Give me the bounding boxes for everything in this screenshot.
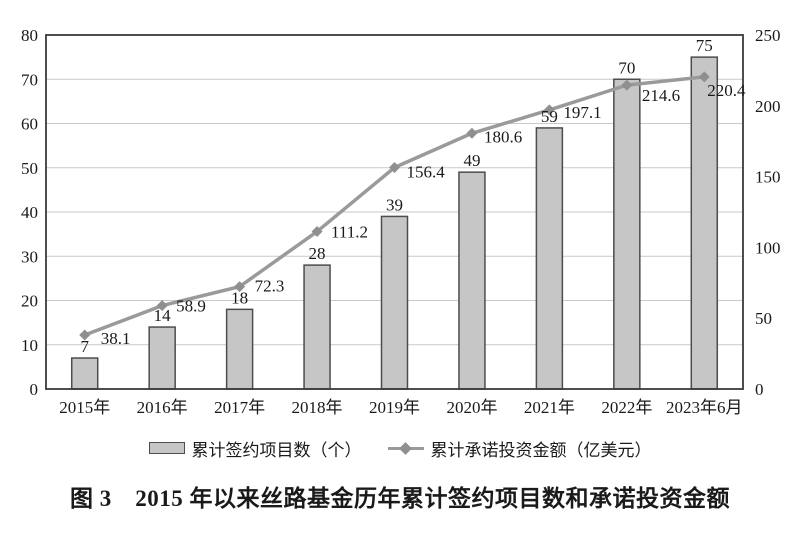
left-axis-tick-label: 30	[21, 247, 38, 266]
left-axis-tick-label: 10	[21, 336, 38, 355]
bar	[303, 264, 331, 390]
bar	[690, 56, 719, 390]
x-category-label: 2019年	[369, 398, 420, 417]
diamond-marker-icon	[466, 127, 478, 139]
figure-caption: 图 3 2015 年以来丝路基金历年累计签约项目数和承诺投资金额	[70, 486, 730, 511]
diamond-marker-icon	[79, 329, 91, 341]
line-value-label: 156.4	[407, 163, 446, 182]
x-category-label: 2023年6月	[666, 398, 743, 417]
bar-swatch-icon	[148, 442, 185, 454]
bar-value-label: 7	[80, 337, 89, 356]
line-value-label: 58.9	[176, 297, 206, 316]
x-category-label: 2018年	[292, 398, 343, 417]
left-axis-tick-label: 60	[21, 115, 38, 134]
right-axis-tick-label: 0	[755, 380, 764, 399]
diamond-marker-icon	[389, 162, 400, 174]
diamond-marker-icon	[698, 71, 710, 83]
legend-item-projects: 累计签约项目数（个）	[148, 436, 362, 461]
bar-value-label: 49	[463, 151, 480, 170]
bar-value-label: 28	[309, 244, 326, 263]
legend-label-projects: 累计签约项目数（个）	[191, 440, 362, 460]
plot-frame	[45, 34, 744, 390]
x-category-label: 2020年	[446, 398, 497, 417]
x-category-label: 2021年	[524, 398, 575, 417]
left-axis-tick-label: 0	[30, 380, 39, 399]
bar	[458, 171, 486, 390]
legend: 累计签约项目数（个） 累计承诺投资金额（亿美元）	[0, 432, 800, 464]
legend-label-investment: 累计承诺投资金额（亿美元）	[430, 440, 652, 460]
left-axis-tick-label: 70	[21, 70, 38, 89]
line-value-label: 197.1	[563, 103, 601, 122]
diamond-marker-icon	[621, 79, 633, 91]
legend-item-investment: 累计承诺投资金额（亿美元）	[387, 436, 652, 461]
bar-value-label: 39	[386, 195, 403, 214]
bar-value-label: 18	[231, 288, 248, 307]
line-value-label: 220.4	[707, 81, 746, 100]
line-value-label: 214.6	[642, 86, 680, 105]
diamond-marker-icon	[543, 104, 555, 116]
right-axis-tick-label: 150	[755, 168, 781, 187]
left-axis-tick-label: 50	[21, 159, 38, 178]
bar-value-label: 59	[541, 107, 558, 126]
chart-svg: 0 10 20 30 40 50 60 70 80 0 50 100 150 200 250 2015年 201…	[21, 26, 781, 417]
diamond-marker-icon	[156, 300, 168, 312]
line-value-label: 111.2	[331, 223, 368, 242]
bar-value-label: 14	[154, 306, 172, 325]
x-category-label: 2016年	[137, 398, 188, 417]
bar	[70, 357, 99, 390]
left-axis-tick-label: 20	[21, 292, 38, 311]
right-axis-tick-label: 250	[755, 26, 781, 45]
bar	[148, 326, 176, 390]
x-category-label: 2017年	[214, 398, 265, 417]
bar	[225, 308, 254, 390]
bar-value-label: 75	[696, 36, 713, 55]
diamond-marker-icon	[234, 281, 246, 293]
bar	[613, 78, 641, 390]
bar	[535, 127, 564, 390]
line-value-label: 180.6	[484, 127, 522, 146]
line-diamond-swatch-icon	[387, 441, 424, 455]
bar	[380, 215, 409, 390]
right-axis-tick-label: 200	[755, 97, 781, 116]
left-axis-tick-label: 80	[21, 26, 38, 45]
x-category-label: 2015年	[59, 398, 110, 417]
diamond-marker-icon	[311, 226, 323, 238]
line-value-label: 38.1	[101, 329, 131, 348]
bar-value-label: 70	[618, 58, 635, 77]
right-axis-tick-label: 100	[755, 238, 781, 257]
left-axis-tick-label: 40	[21, 203, 38, 222]
right-axis-tick-label: 50	[755, 309, 772, 328]
line-value-label: 72.3	[255, 277, 285, 296]
diamond-marker-icon	[398, 441, 412, 455]
x-category-label: 2022年	[601, 398, 652, 417]
